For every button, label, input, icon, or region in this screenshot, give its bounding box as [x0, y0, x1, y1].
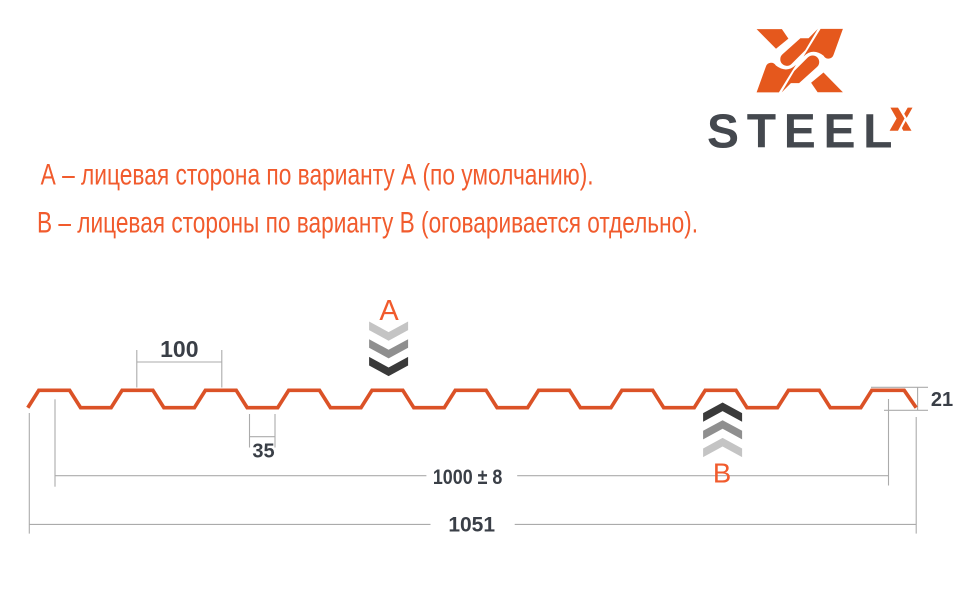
- svg-text:В – лицевая стороны по вариант: В – лицевая стороны по варианту В (огова…: [37, 207, 698, 240]
- svg-text:А – лицевая сторона по вариант: А – лицевая сторона по варианту А (по ум…: [41, 159, 594, 192]
- svg-text:100: 100: [160, 336, 198, 362]
- svg-text:21: 21: [931, 389, 953, 411]
- svg-text:1000 ± 8: 1000 ± 8: [433, 466, 503, 489]
- svg-text:35: 35: [252, 440, 274, 462]
- svg-text:А: А: [379, 295, 399, 327]
- svg-text:STEEL: STEEL: [707, 106, 900, 159]
- svg-text:1051: 1051: [448, 513, 495, 536]
- svg-text:В: В: [713, 458, 731, 489]
